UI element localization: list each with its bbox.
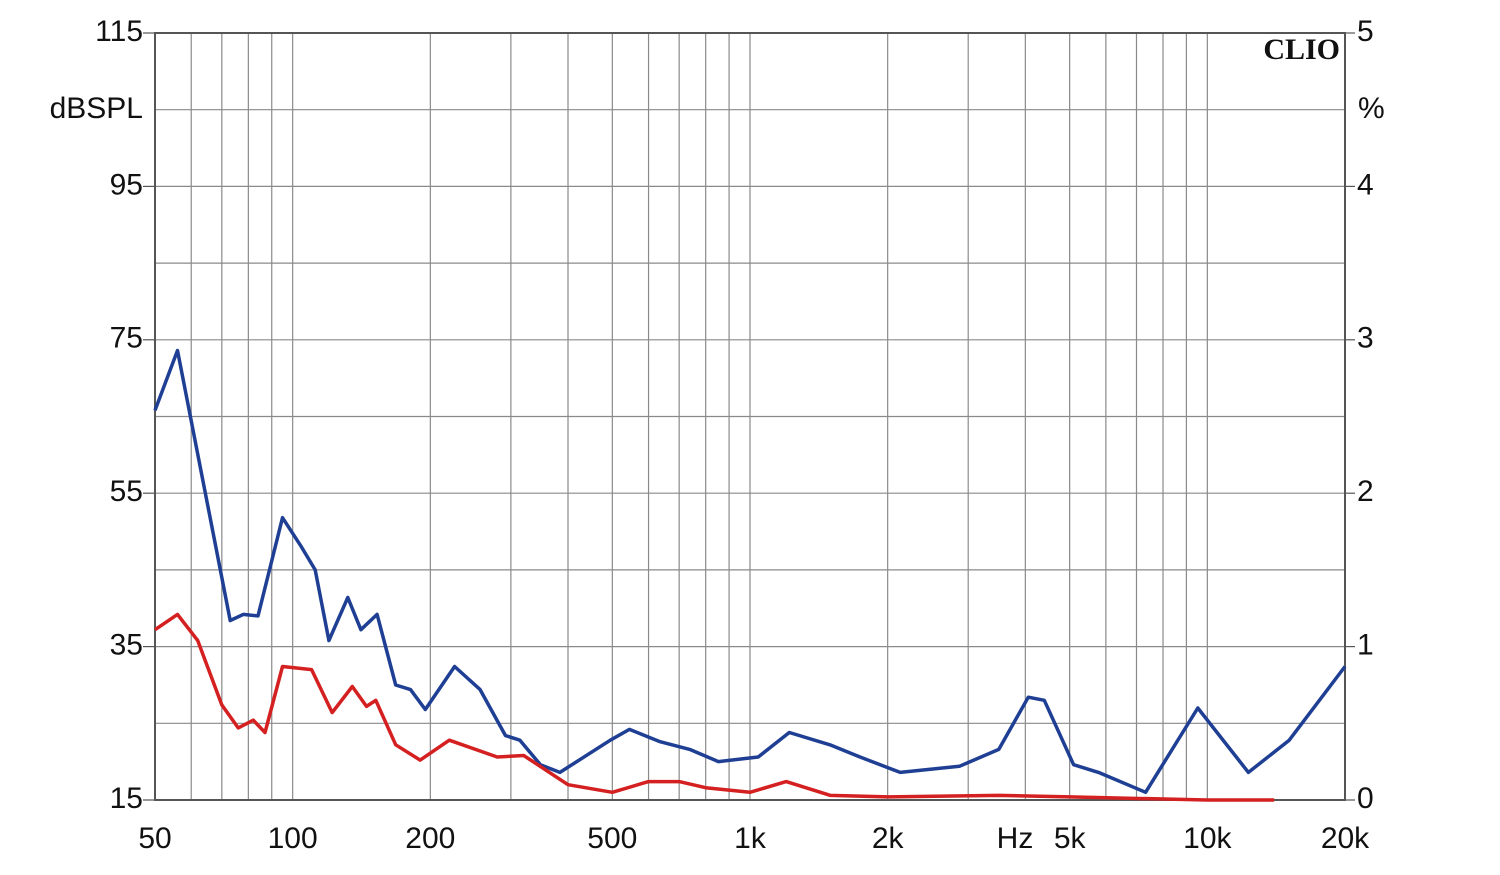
y-tick-label: 75 <box>110 322 143 355</box>
x-tick-label: 50 <box>138 822 171 855</box>
x-tick-label: 1k <box>734 822 767 855</box>
y2-tick-label: 0 <box>1357 782 1374 815</box>
y-axis-label: dBSPL <box>50 92 143 125</box>
x-tick-label: 200 <box>405 822 455 855</box>
y2-tick-label: 1 <box>1357 629 1374 662</box>
series-line <box>154 612 1275 802</box>
x-tick-label: 10k <box>1183 822 1232 855</box>
brand: CLIO <box>1263 33 1340 66</box>
y2-axis-label: % <box>1358 92 1385 125</box>
y2-tick-label: 3 <box>1357 322 1374 355</box>
y-tick-label: 115 <box>95 15 143 48</box>
x-tick-label: 2k <box>872 822 905 855</box>
plot-frame <box>154 32 1346 801</box>
y2-tick-label: 2 <box>1357 475 1374 508</box>
y-tick-label: 95 <box>110 168 143 201</box>
x-tick-label: 500 <box>587 822 637 855</box>
y2-tick-label: 5 <box>1357 15 1374 48</box>
x-unit-label: Hz <box>997 822 1034 855</box>
series-line <box>153 348 1347 795</box>
x-tick-label: 5k <box>1054 822 1087 855</box>
y-tick-label: 15 <box>110 782 143 815</box>
y-tick-label: 55 <box>110 475 143 508</box>
y-tick-label: 35 <box>110 629 143 662</box>
x-tick-label: 100 <box>268 822 318 855</box>
y2-tick-label: 4 <box>1357 168 1374 201</box>
x-tick-label: 20k <box>1321 822 1370 855</box>
